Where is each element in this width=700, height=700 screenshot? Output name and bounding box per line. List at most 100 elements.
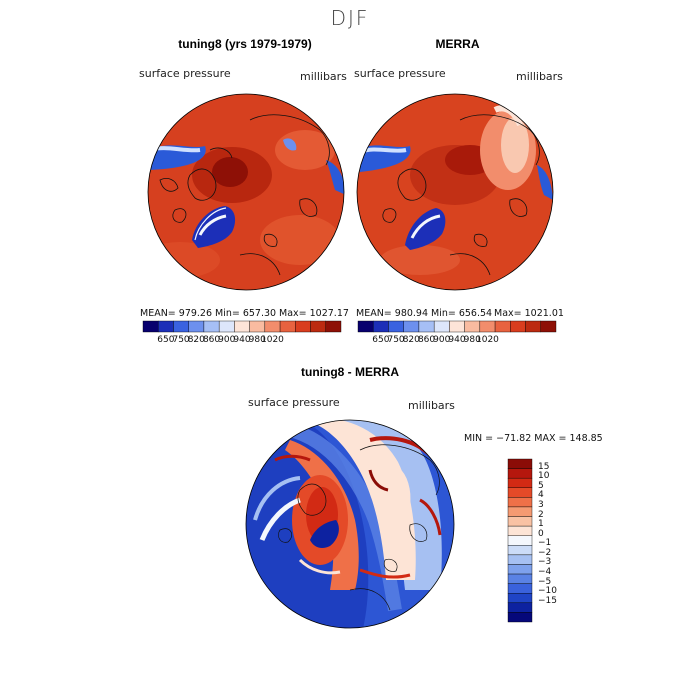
panel3-colorbar-tick-label: −3 <box>538 557 552 568</box>
panel3-colorbar-swatch <box>507 593 533 604</box>
panel1-map-border <box>147 93 345 291</box>
panel2-colorbar-swatch <box>479 320 496 333</box>
panel3-map <box>246 420 454 628</box>
panel2-colorbar-tick-label: 940 <box>448 335 466 345</box>
panel3-colorbar-tick-label: 15 <box>538 461 550 472</box>
panel3-colorbar-tick-label: −1 <box>538 538 552 549</box>
panel1-colorbar-swatch <box>173 320 189 333</box>
panel2-colorbar-swatch <box>464 320 481 333</box>
panel1-colorbar-swatch <box>203 320 220 333</box>
panel1-mean: MEAN= 979.26 <box>140 308 213 319</box>
panel1-colorbar-swatch <box>264 320 281 333</box>
panel1-colorbar-swatch <box>188 320 205 333</box>
panel1-colorbar-swatch <box>279 320 296 333</box>
panel2-mean: MEAN= 980.94 <box>356 308 429 319</box>
panel1-colorbar-swatch <box>234 320 250 333</box>
panel1-colorbar-swatch <box>158 320 174 333</box>
panel1-max: Max= 1027.17 <box>279 308 349 319</box>
panel3-colorbar-swatch <box>507 535 533 546</box>
panel2-colorbar-swatch <box>418 320 435 333</box>
panel1-colorbar-tick-label: 820 <box>187 335 205 345</box>
panel2-min: Min= 656.54 <box>431 308 493 319</box>
panel2-field-label: surface pressure <box>354 67 446 80</box>
panel2-colorbar-swatch <box>540 320 557 333</box>
panel1-colorbar-swatch <box>295 320 311 333</box>
panel1-colorbar-tick-label: 1020 <box>261 335 284 345</box>
panel1-title: tuning8 (yrs 1979-1979) <box>178 37 312 51</box>
panel3-colorbar-tick-label: 4 <box>538 490 544 501</box>
panel2-colorbar-tick-label: 860 <box>417 335 436 345</box>
panel3-colorbar-swatch <box>507 583 533 594</box>
panel1-colorbar-tick-label: 750 <box>172 335 190 345</box>
panel3-colorbar-swatch <box>507 525 533 536</box>
panel1-map <box>148 94 344 290</box>
panel2-colorbar-swatch <box>357 320 374 333</box>
panel3-colorbar-swatch <box>507 554 533 565</box>
panel3-map-border <box>245 419 455 629</box>
panel1-colorbar-tick-label: 650 <box>157 335 175 345</box>
panel3-colorbar-swatch <box>507 612 533 623</box>
panel1-colorbar-swatch <box>249 320 266 333</box>
panel2-colorbar <box>357 320 557 333</box>
panel2-max: Max= 1021.01 <box>494 308 564 319</box>
panel1-colorbar-tick-label: 980 <box>248 335 266 345</box>
panel1-colorbar-swatch <box>310 320 326 333</box>
panel2-colorbar-swatch <box>388 320 404 333</box>
panel3-title: tuning8 - MERRA <box>301 365 399 379</box>
panel3-colorbar-tick-label: −5 <box>538 576 552 587</box>
panel1-field-label: surface pressure <box>139 67 231 80</box>
panel3-colorbar-swatch <box>507 506 533 517</box>
panel2-colorbar-swatch <box>525 320 541 333</box>
panel3-min-max: MIN = −71.82 MAX = 148.85 <box>464 433 603 444</box>
panel2-colorbar-swatch <box>373 320 389 333</box>
panel3-colorbar-tick-label: 1 <box>538 519 544 530</box>
panel1-colorbar-swatch <box>218 320 235 333</box>
panel1-min: Min= 657.30 <box>215 308 277 319</box>
panel3-colorbar-swatch <box>507 487 533 498</box>
panel3-colorbar <box>507 458 533 623</box>
panel2-colorbar-swatch <box>449 320 465 333</box>
panel2-map <box>357 94 553 290</box>
panel3-colorbar-swatch <box>507 477 533 488</box>
panel2-title: MERRA <box>435 37 480 51</box>
panel1-colorbar-swatch <box>142 320 159 333</box>
panel1-units-label: millibars <box>300 70 347 83</box>
panel1-colorbar-tick-label: 940 <box>233 335 251 345</box>
panel3-colorbar-swatch <box>507 545 533 556</box>
figure-title: DJF <box>330 6 370 30</box>
panel1-colorbar-tick-label: 860 <box>202 335 221 345</box>
panel2-colorbar-swatch <box>510 320 526 333</box>
panel3-colorbar-swatch <box>507 497 533 508</box>
panel3-colorbar-tick-label: 5 <box>538 480 544 491</box>
panel2-colorbar-tick-label: 750 <box>387 335 405 345</box>
panel2-colorbar-swatch <box>403 320 420 333</box>
panel2-colorbar-tick-label: 820 <box>402 335 420 345</box>
panel3-colorbar-swatch <box>507 573 533 584</box>
panel3-colorbar-swatch <box>507 602 533 613</box>
panel3-colorbar-swatch <box>507 564 533 575</box>
panel3-field-label: surface pressure <box>248 396 340 409</box>
panel3-colorbar-tick-label: −4 <box>538 567 552 578</box>
panel2-colorbar-swatch <box>494 320 511 333</box>
panel1-colorbar-tick-label: 900 <box>218 335 236 345</box>
panel2-map-border <box>356 93 554 291</box>
panel2-colorbar-tick-label: 650 <box>372 335 390 345</box>
panel3-colorbar-tick-label: 10 <box>538 471 550 482</box>
panel3-colorbar-tick-label: −2 <box>538 547 552 558</box>
panel3-colorbar-tick-label: 2 <box>538 509 544 520</box>
panel3-colorbar-tick-label: 0 <box>538 528 544 539</box>
panel3-units-label: millibars <box>408 399 455 412</box>
panel3-colorbar-swatch <box>507 458 533 469</box>
panel3-colorbar-tick-label: 3 <box>538 499 544 510</box>
panel2-colorbar-tick-label: 980 <box>463 335 481 345</box>
panel2-colorbar-tick-label: 1020 <box>476 335 499 345</box>
panel1-colorbar <box>142 320 342 333</box>
panel3-colorbar-tick-label: −10 <box>538 586 557 597</box>
panel3-colorbar-tick-label: −15 <box>538 595 557 606</box>
panel2-units-label: millibars <box>516 70 563 83</box>
panel1-colorbar-swatch <box>325 320 342 333</box>
panel3-colorbar-swatch <box>507 468 533 479</box>
panel3-colorbar-swatch <box>507 516 533 527</box>
panel2-colorbar-tick-label: 900 <box>433 335 451 345</box>
